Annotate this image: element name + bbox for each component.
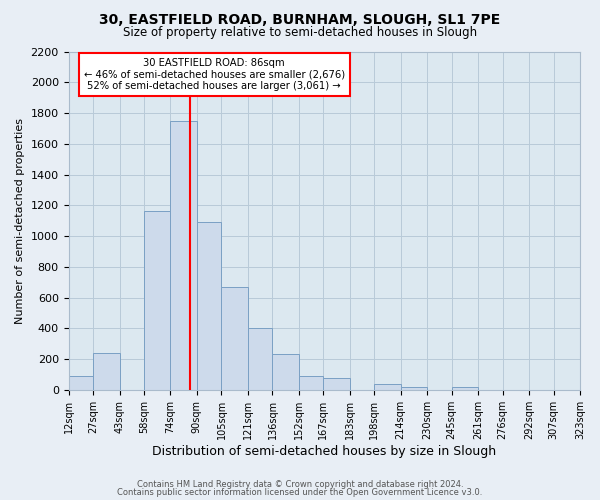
Text: Size of property relative to semi-detached houses in Slough: Size of property relative to semi-detach… [123, 26, 477, 39]
Text: Contains HM Land Registry data © Crown copyright and database right 2024.: Contains HM Land Registry data © Crown c… [137, 480, 463, 489]
Bar [144, 212, 170, 390]
Bar [248, 328, 272, 390]
Bar [272, 354, 299, 390]
Bar [197, 222, 221, 390]
X-axis label: Distribution of semi-detached houses by size in Slough: Distribution of semi-detached houses by … [152, 444, 496, 458]
Text: 30 EASTFIELD ROAD: 86sqm
← 46% of semi-detached houses are smaller (2,676)
52% o: 30 EASTFIELD ROAD: 86sqm ← 46% of semi-d… [84, 58, 345, 92]
Y-axis label: Number of semi-detached properties: Number of semi-detached properties [15, 118, 25, 324]
Bar [221, 287, 248, 390]
Bar [401, 387, 427, 390]
Bar [452, 387, 478, 390]
Bar [93, 353, 119, 390]
Bar [68, 376, 93, 390]
Text: 30, EASTFIELD ROAD, BURNHAM, SLOUGH, SL1 7PE: 30, EASTFIELD ROAD, BURNHAM, SLOUGH, SL1… [100, 12, 500, 26]
Text: Contains public sector information licensed under the Open Government Licence v3: Contains public sector information licen… [118, 488, 482, 497]
Bar [374, 384, 401, 390]
Bar [299, 376, 323, 390]
Bar [323, 378, 350, 390]
Bar [170, 120, 197, 390]
